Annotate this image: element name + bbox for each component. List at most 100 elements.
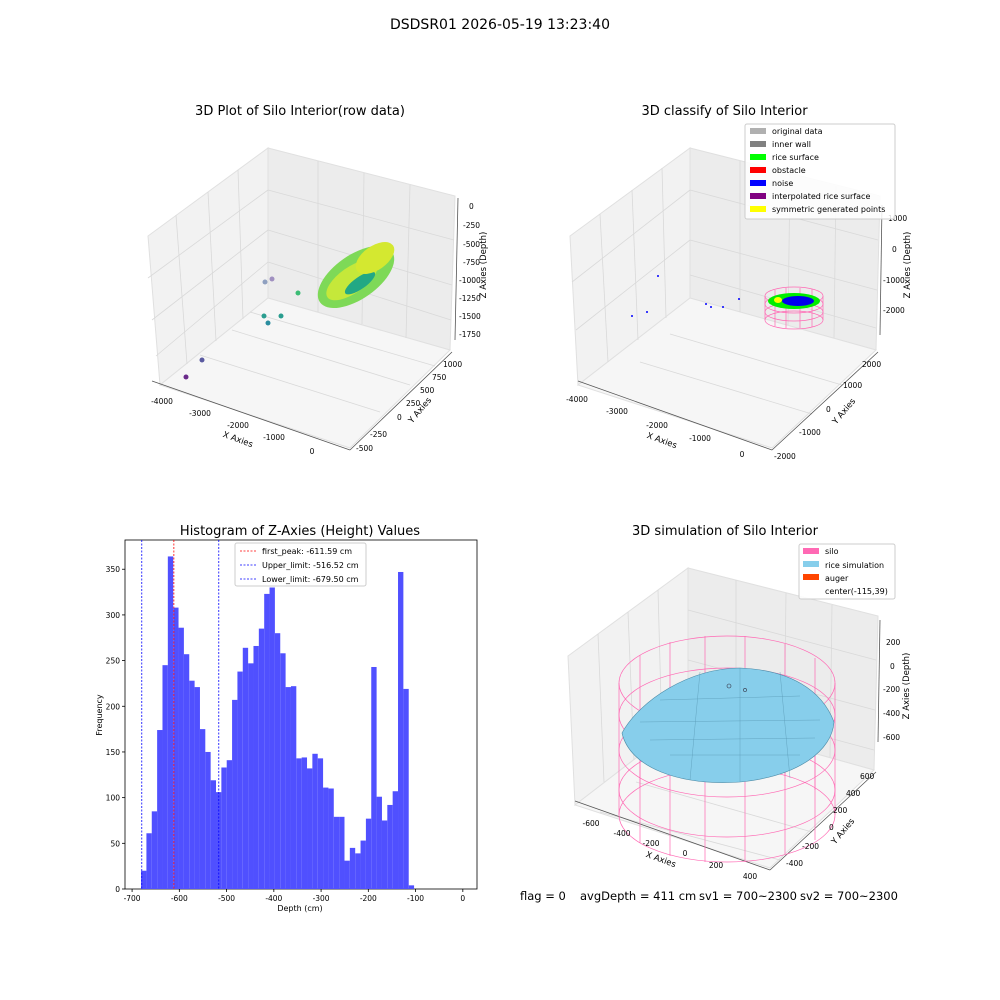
legend-label-lower-limit: Lower_limit: -679.50 cm (262, 575, 359, 584)
histogram-bar (216, 792, 222, 889)
histogram-x-tick-label: 0 (460, 894, 465, 903)
legend-swatch-inner-wall (750, 141, 766, 147)
histogram-bar (398, 571, 404, 889)
classify-z-tick: 1000 (888, 214, 907, 223)
raw-y-tick: 1000 (443, 360, 462, 369)
legend-label-center: center(-115,39) (825, 587, 888, 596)
status-sv1: sv1 = 700~2300 (699, 889, 797, 903)
simulation-z-tick-labels: 200 0 -200 -400 -600 (883, 638, 901, 742)
legend-label-silo: silo (825, 547, 839, 556)
raw-y-tick: 500 (420, 386, 435, 395)
classify-z-tick: -1000 (883, 276, 905, 285)
classify-x-tick-labels: -4000 -3000 -2000 -1000 0 (566, 395, 745, 459)
legend-swatch-rice-simulation (803, 561, 819, 567)
raw-z-tick: -1250 (459, 294, 481, 303)
simulation-x-tick: 0 (683, 849, 688, 858)
histogram-bar (387, 804, 393, 889)
histogram-bar (199, 729, 206, 889)
raw-x-tick: -3000 (189, 409, 211, 418)
histogram-y-tick-label: 250 (106, 657, 121, 666)
raw-y-tick: 750 (432, 373, 447, 382)
simulation-rice-surface (621, 667, 835, 783)
raw-z-axis-label: Z Axies (Depth) (479, 232, 489, 299)
simulation-y-tick: 400 (846, 789, 861, 798)
histogram-x-tick-label: -400 (265, 894, 282, 903)
classify-x-tick: -3000 (606, 407, 628, 416)
histogram-bar (365, 818, 372, 889)
simulation-y-tick: 600 (860, 772, 875, 781)
histogram-y-tick-label: 0 (115, 885, 120, 894)
raw-x-tick-labels: -4000 -3000 -2000 -1000 0 (151, 397, 315, 456)
simulation-x-tick: -600 (582, 819, 599, 828)
status-avg-depth: avgDepth = 411 cm (580, 889, 697, 903)
classify-panel-title: 3D classify of Silo Interior (641, 104, 808, 119)
simulation-y-tick: -200 (802, 842, 819, 851)
simulation-y-tick-labels: -400 -200 0 200 400 600 (786, 772, 875, 868)
classify-x-tick: -4000 (566, 395, 588, 404)
histogram-x-tick-label: -700 (124, 894, 141, 903)
histogram-reference-lines (141, 540, 220, 889)
legend-label-symmetric: symmetric generated points (772, 205, 885, 214)
legend-label-noise: noise (772, 179, 793, 188)
legend-swatch-silo (803, 548, 819, 554)
histogram-bar (210, 780, 217, 889)
legend-swatch-interpolated (750, 193, 766, 199)
histogram-x-tick-label: -200 (360, 894, 377, 903)
raw-y-tick: 0 (397, 413, 402, 422)
histogram-bar (157, 730, 163, 889)
simulation-z-axis-label: Z Axies (Depth) (902, 653, 912, 720)
histogram-bar (339, 816, 345, 889)
classify-x-tick: -1000 (689, 434, 711, 443)
raw-z-tick: -500 (463, 240, 480, 249)
classify-y-tick: -2000 (774, 452, 796, 461)
classify-z-tick: 0 (892, 245, 897, 254)
legend-label-rice-simulation: rice simulation (825, 561, 884, 570)
histogram-bar (285, 687, 291, 889)
histogram-y-ticks: 0 50 100 150 200 250 300 350 (106, 565, 125, 894)
histogram-y-axis-label: Frequency (95, 694, 104, 736)
legend-label-obstacle: obstacle (772, 166, 806, 175)
raw-3d-panes (147, 147, 456, 449)
histogram-x-ticks: -700 -600 -500 -400 -300 -200 -100 0 (124, 889, 465, 903)
histogram-bar (323, 787, 329, 889)
simulation-y-tick: 0 (829, 823, 834, 832)
simulation-z-tick: -600 (883, 733, 900, 742)
histogram-bar (307, 768, 313, 889)
histogram-x-tick-label: -600 (171, 894, 188, 903)
histogram-x-axis-label: Depth (cm) (277, 904, 322, 913)
histogram-bar (328, 788, 334, 889)
simulation-z-tick: -400 (883, 709, 900, 718)
classify-z-tick-labels: 1000 0 -1000 -2000 (883, 214, 907, 315)
legend-swatch-original-data (750, 128, 766, 134)
histogram-bar (141, 870, 147, 889)
legend-swatch-auger (803, 574, 819, 580)
raw-y-tick-labels: -500 -250 0 250 500 750 1000 (356, 360, 462, 453)
histogram-bar (312, 753, 318, 889)
simulation-x-axis-label: X Axies (644, 850, 677, 870)
histogram-x-tick-label: -500 (218, 894, 235, 903)
legend-label-original-data: original data (772, 127, 823, 136)
histogram-bar (237, 671, 243, 889)
histogram-bar (151, 811, 158, 889)
histogram-x-tick-label: -300 (313, 894, 330, 903)
status-sv2: sv2 = 700~2300 (800, 889, 898, 903)
histogram-bar (232, 699, 238, 889)
histogram-bar (189, 680, 195, 889)
histogram-bar (376, 796, 382, 889)
histogram-bar (167, 556, 174, 889)
raw-z-tick: -1000 (459, 276, 481, 285)
raw-z-tick-labels: 0 -250 -500 -750 -1000 -1250 -1500 -1750 (459, 202, 481, 339)
histogram-bar (371, 666, 377, 889)
histogram-bar (146, 833, 152, 889)
simulation-y-tick: 200 (833, 806, 848, 815)
histogram-bar (274, 633, 281, 889)
simulation-x-tick: 200 (709, 861, 724, 870)
histogram-title: Histogram of Z-Axies (Height) Values (179, 524, 421, 539)
legend-swatch-obstacle (750, 167, 766, 173)
simulation-y-tick: -400 (786, 859, 803, 868)
histogram-bar (355, 853, 361, 889)
legend-swatch-rice-surface (750, 154, 766, 160)
histogram-bar (248, 663, 254, 889)
histogram-y-tick-label: 50 (110, 839, 120, 848)
